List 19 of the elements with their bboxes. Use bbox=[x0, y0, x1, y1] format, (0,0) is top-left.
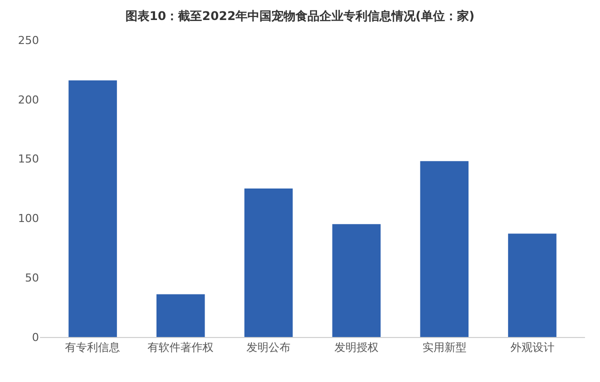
bar bbox=[156, 294, 205, 337]
x-tick-label: 外观设计 bbox=[510, 341, 554, 354]
y-tick-label: 50 bbox=[25, 271, 39, 284]
chart-title: 图表10：截至2022年中国宠物食品企业专利信息情况(单位：家) bbox=[125, 8, 475, 23]
x-tick-label: 发明公布 bbox=[246, 341, 291, 354]
bar bbox=[332, 224, 381, 337]
y-tick-label: 250 bbox=[18, 34, 39, 47]
y-tick-label: 0 bbox=[32, 330, 39, 344]
y-tick-label: 100 bbox=[18, 212, 39, 226]
x-tick-label: 有专利信息 bbox=[65, 341, 120, 354]
bar bbox=[420, 161, 469, 337]
y-tick-label: 200 bbox=[18, 93, 39, 106]
bar bbox=[68, 80, 117, 337]
bar bbox=[508, 234, 556, 337]
y-tick-label: 150 bbox=[18, 152, 39, 166]
x-tick-label: 有软件著作权 bbox=[148, 341, 214, 354]
x-tick-label: 实用新型 bbox=[422, 341, 466, 354]
bar bbox=[244, 188, 293, 337]
x-tick-label: 发明授权 bbox=[334, 341, 378, 354]
